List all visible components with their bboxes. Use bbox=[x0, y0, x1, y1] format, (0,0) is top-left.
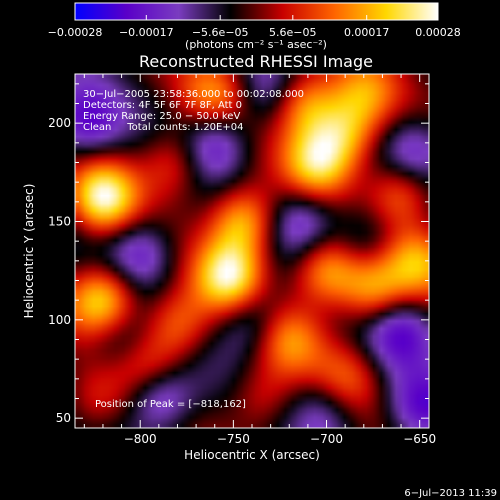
colorbar-tick-labels: −0.00028 −0.00017 −5.6e−05 5.6e−05 0.00017 0.… bbox=[48, 26, 461, 39]
colorbar-tick-label: −0.00028 bbox=[48, 26, 103, 39]
colorbar-tick-label: 5.6e−05 bbox=[269, 26, 316, 39]
y-tick-label: 100 bbox=[48, 313, 71, 327]
x-tick-label: −700 bbox=[310, 432, 343, 446]
colorbar-ticks bbox=[74, 15, 439, 20]
colorbar-tick-label: −0.00017 bbox=[119, 26, 174, 39]
heatmap-raster bbox=[75, 74, 429, 428]
footer-timestamp: 6−Jul−2013 11:39 bbox=[404, 488, 497, 499]
colorbar-frame bbox=[74, 2, 439, 21]
colorbar-tick-label: −5.6e−05 bbox=[192, 26, 249, 39]
colorbar: −0.00028 −0.00017 −5.6e−05 5.6e−05 0.00017 0.… bbox=[48, 2, 461, 51]
x-tick-label: −750 bbox=[217, 432, 250, 446]
annotation-clean-counts: Clean Total counts: 1.20E+04 bbox=[83, 122, 243, 133]
heatmap-image bbox=[75, 74, 429, 428]
x-tick-label: −800 bbox=[124, 432, 157, 446]
y-axis-ticks bbox=[75, 83, 429, 419]
peak-position-label: Position of Peak = [−818,162] bbox=[95, 399, 246, 410]
colorbar-unit-label: (photons cm⁻² s⁻¹ asec⁻²) bbox=[185, 38, 327, 51]
annotation-detectors: Detectors: 4F 5F 6F 7F 8F, Att 0 bbox=[83, 100, 242, 111]
x-axis-tick-labels: −800 −750 −700 −650 bbox=[124, 432, 436, 446]
annotation-time-range: 30−Jul−2005 23:58:36.000 to 00:02:08.000 bbox=[83, 89, 304, 100]
colorbar-tick-label: 0.00028 bbox=[415, 26, 461, 39]
colorbar-gradient bbox=[75, 3, 438, 20]
x-axis-label: Heliocentric X (arcsec) bbox=[184, 448, 320, 462]
colorbar-tick-label: 0.00017 bbox=[344, 26, 390, 39]
x-tick-label: −650 bbox=[403, 432, 436, 446]
y-axis-tick-labels: 50 100 150 200 bbox=[48, 116, 71, 425]
y-axis-label: Heliocentric Y (arcsec) bbox=[22, 184, 36, 319]
y-tick-label: 150 bbox=[48, 215, 71, 229]
y-tick-label: 50 bbox=[56, 411, 71, 425]
y-tick-label: 200 bbox=[48, 116, 71, 130]
x-axis-ticks bbox=[83, 74, 421, 428]
chart-title: Reconstructed RHESSI Image bbox=[139, 52, 373, 71]
annotation-energy-range: Energy Range: 25.0 − 50.0 keV bbox=[83, 111, 240, 122]
image-annotations: 30−Jul−2005 23:58:36.000 to 00:02:08.000… bbox=[83, 89, 304, 410]
